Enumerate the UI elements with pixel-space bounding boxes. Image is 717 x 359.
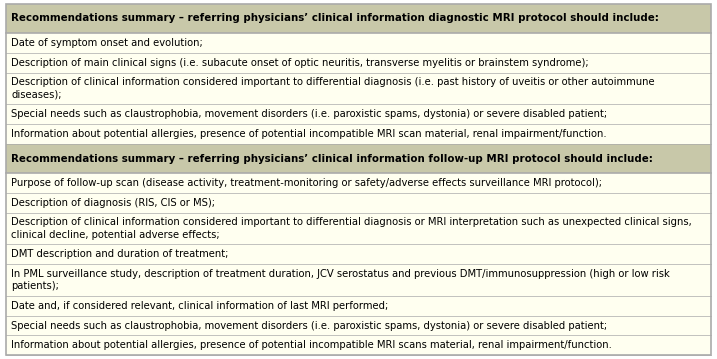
- Bar: [6, 104, 711, 124]
- Bar: [6, 53, 711, 73]
- Bar: [6, 335, 711, 355]
- Text: In PML surveillance study, description of treatment duration, JCV serostatus and: In PML surveillance study, description o…: [11, 269, 670, 292]
- Bar: [6, 244, 711, 265]
- Text: Date and, if considered relevant, clinical information of last MRI performed;: Date and, if considered relevant, clinic…: [11, 300, 389, 311]
- Bar: [6, 194, 711, 213]
- Bar: [6, 124, 711, 144]
- Bar: [6, 33, 711, 53]
- Text: Description of main clinical signs (i.e. subacute onset of optic neuritis, trans: Description of main clinical signs (i.e.…: [11, 58, 589, 68]
- Text: Recommendations summary – referring physicians’ clinical information diagnostic : Recommendations summary – referring phys…: [11, 13, 659, 23]
- Bar: [6, 173, 711, 194]
- Text: Special needs such as claustrophobia, movement disorders (i.e. paroxistic spams,: Special needs such as claustrophobia, mo…: [11, 109, 607, 119]
- Bar: [6, 295, 711, 316]
- Bar: [6, 265, 711, 295]
- Text: Description of clinical information considered important to differential diagnos: Description of clinical information cons…: [11, 218, 692, 240]
- Bar: [6, 73, 711, 104]
- Text: Description of diagnosis (RIS, CIS or MS);: Description of diagnosis (RIS, CIS or MS…: [11, 198, 215, 208]
- Text: Information about potential allergies, presence of potential incompatible MRI sc: Information about potential allergies, p…: [11, 129, 607, 139]
- Text: Description of clinical information considered important to differential diagnos: Description of clinical information cons…: [11, 77, 655, 100]
- Text: Purpose of follow-up scan (disease activity, treatment-monitoring or safety/adve: Purpose of follow-up scan (disease activ…: [11, 178, 602, 188]
- Text: Information about potential allergies, presence of potential incompatible MRI sc: Information about potential allergies, p…: [11, 340, 612, 350]
- Text: Special needs such as claustrophobia, movement disorders (i.e. paroxistic spams,: Special needs such as claustrophobia, mo…: [11, 321, 607, 331]
- Bar: [6, 316, 711, 335]
- Text: Date of symptom onset and evolution;: Date of symptom onset and evolution;: [11, 38, 203, 48]
- Bar: [6, 4, 711, 33]
- Text: Recommendations summary – referring physicians’ clinical information follow-up M: Recommendations summary – referring phys…: [11, 154, 653, 164]
- Text: DMT description and duration of treatment;: DMT description and duration of treatmen…: [11, 250, 229, 260]
- Bar: [6, 213, 711, 244]
- Bar: [6, 144, 711, 173]
